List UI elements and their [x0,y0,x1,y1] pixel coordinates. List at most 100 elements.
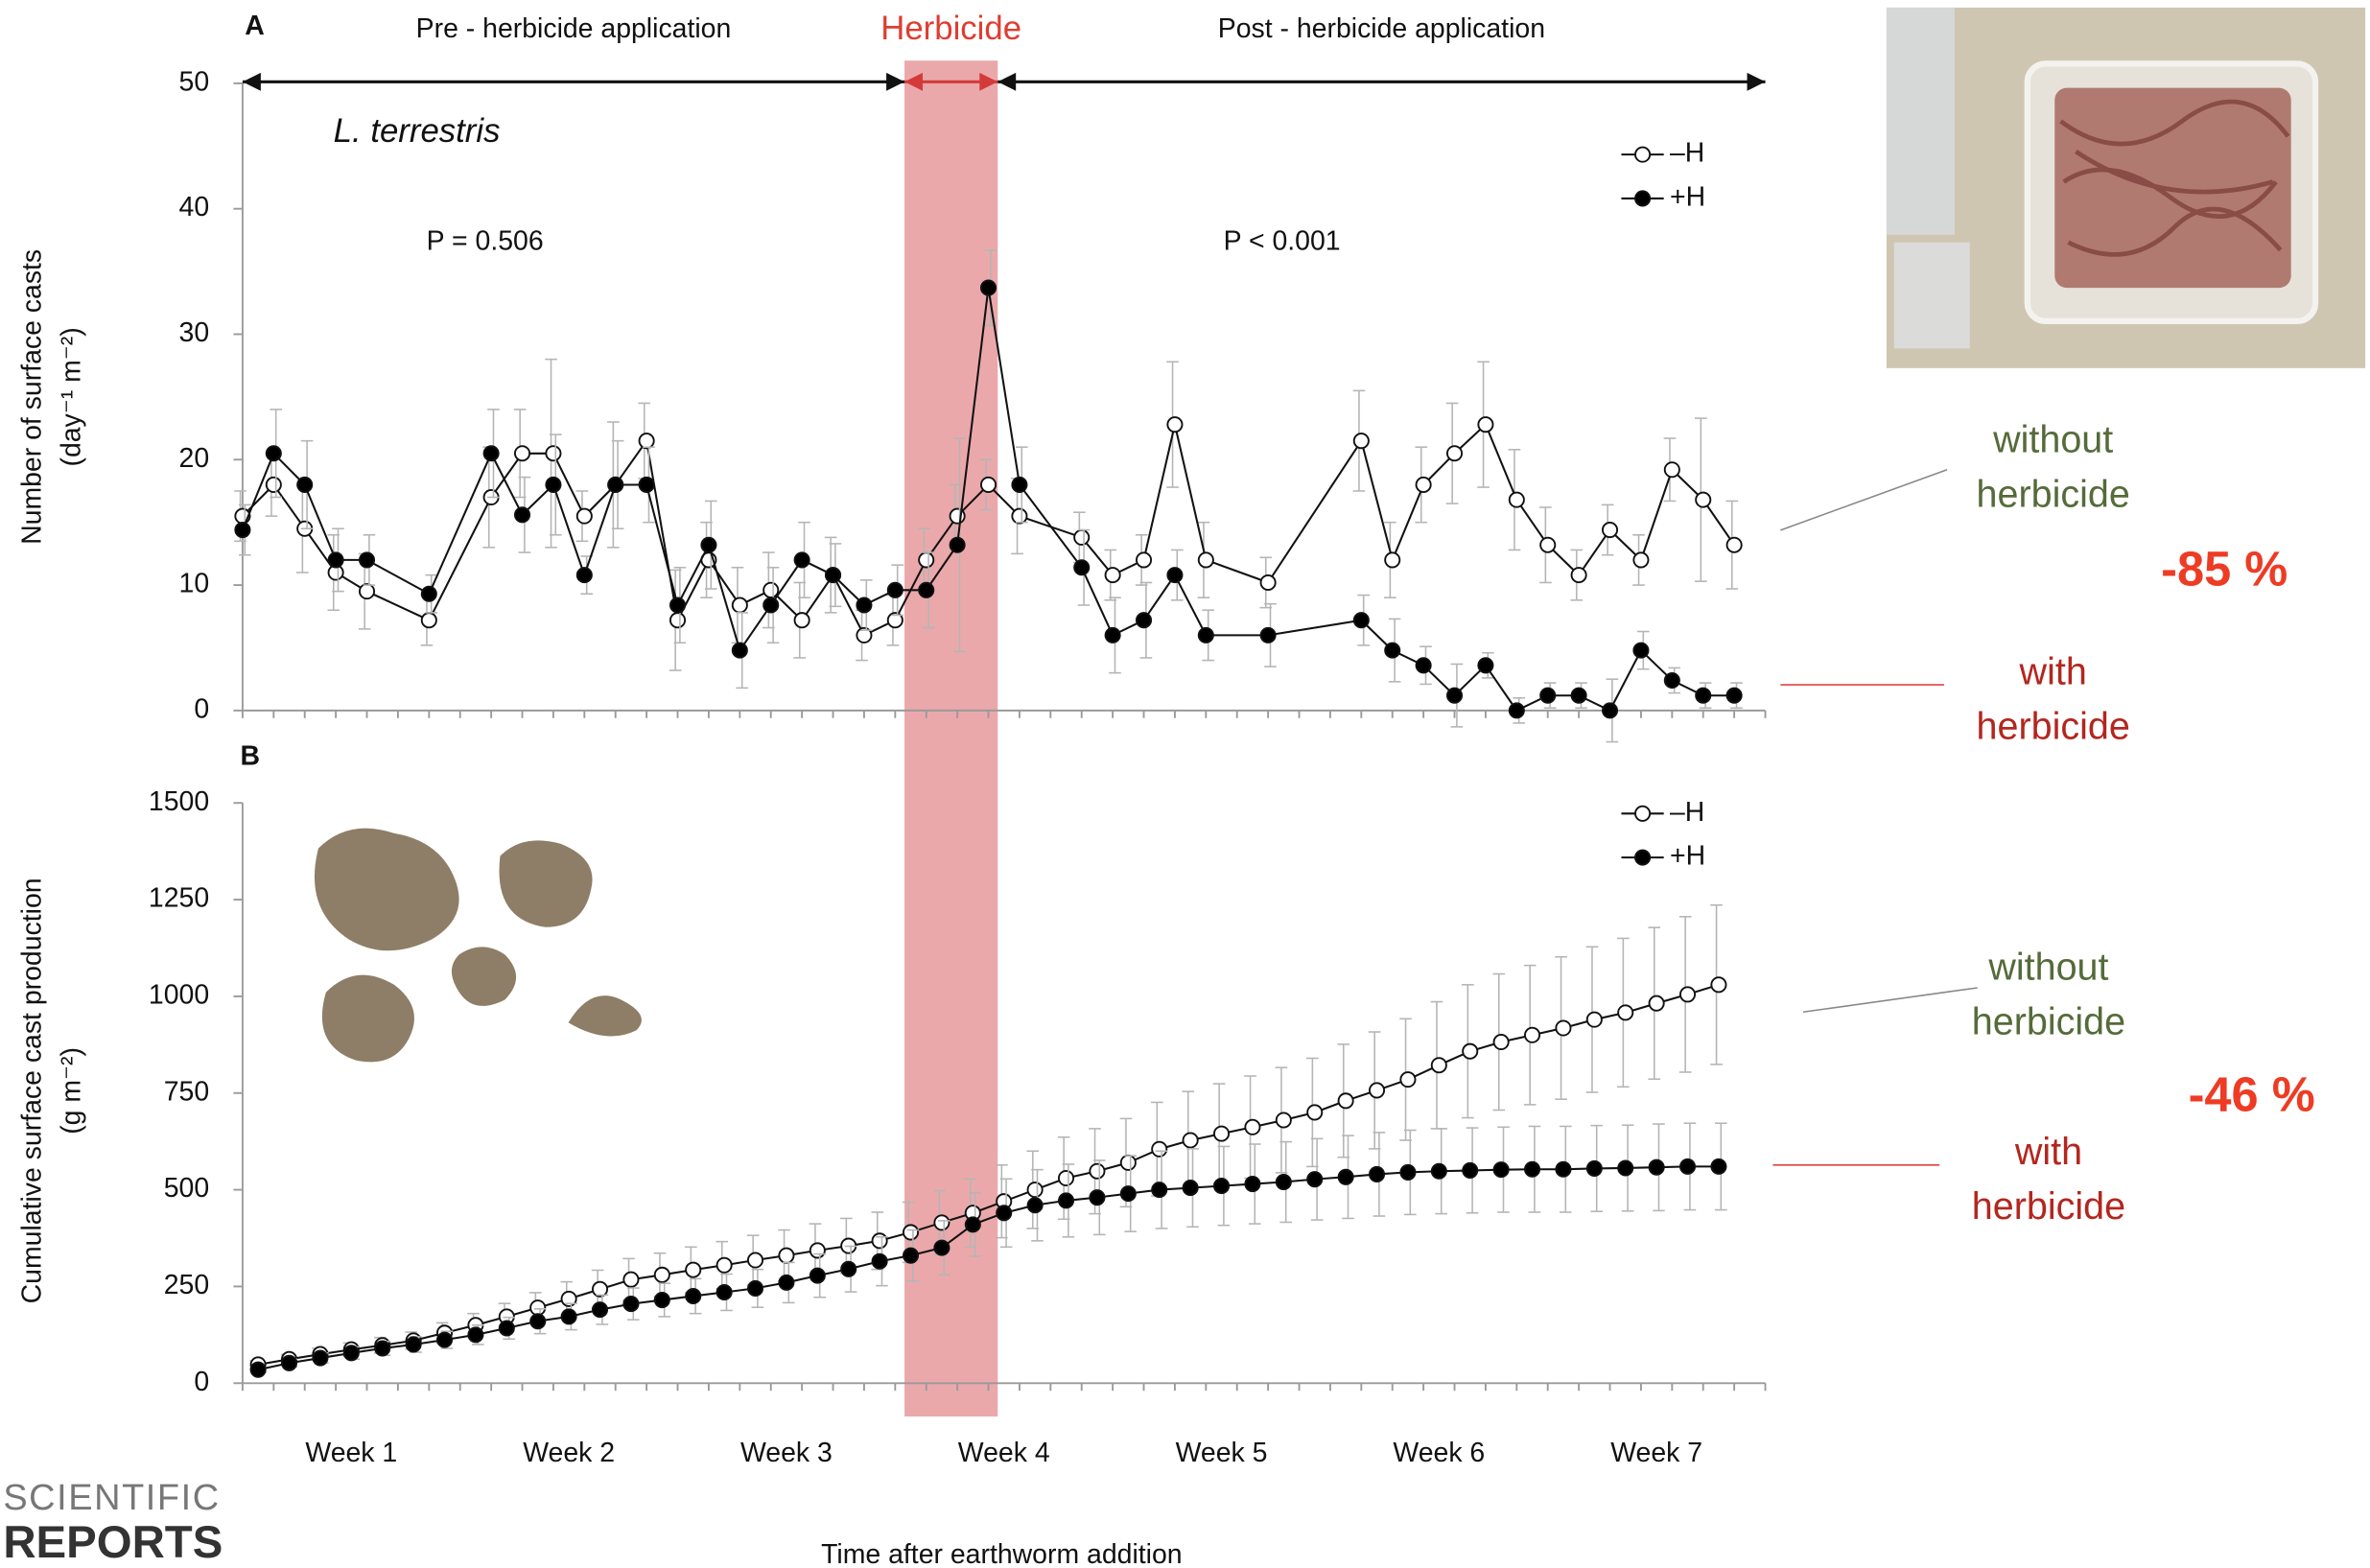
y-axis-label: (g m⁻²) [57,1047,87,1135]
data-point [1167,568,1182,582]
data-point [1400,1165,1415,1180]
y-tick-label: 0 [194,693,209,724]
data-point [1106,628,1120,643]
data-point [981,478,996,492]
data-point [1152,1182,1166,1197]
data-point [640,478,654,492]
data-point [795,552,810,567]
data-point [1572,689,1586,703]
data-point [1074,560,1089,574]
data-point [577,509,592,524]
species-label: L. terrestris [334,113,501,150]
data-point [903,1225,918,1239]
data-point [686,1263,700,1277]
data-point [608,478,622,492]
data-point [810,1269,825,1283]
data-point [546,478,560,492]
data-point [763,583,778,597]
legend-label: +H [1670,181,1705,212]
data-point [919,583,933,597]
data-point [1028,1182,1043,1197]
annotation-label: herbicide [1977,474,2130,516]
x-axis-label: Time after earthworm addition [821,1539,1182,1568]
data-point [1059,1193,1073,1207]
data-point [1587,1161,1602,1176]
x-tick-label: Week 2 [523,1438,615,1468]
data-point [297,478,312,492]
data-point [623,1273,638,1287]
data-point [1603,523,1617,537]
y-tick-label: 50 [179,66,210,97]
x-tick-label: Week 4 [958,1438,1050,1468]
data-point [500,1321,514,1335]
data-point [717,1258,732,1273]
data-point [1137,613,1151,627]
data-point [1478,417,1492,432]
data-point [779,1275,793,1290]
annotation-label: without [1987,946,2108,988]
data-point [623,1297,638,1311]
legend-label: –H [1670,138,1704,169]
data-point [1572,568,1586,582]
annotation-pointer [1803,988,1978,1012]
data-point [1277,1175,1291,1189]
period-label: Post - herbicide application [1218,13,1545,44]
data-point [468,1327,482,1342]
herbicide-label: Herbicide [880,11,1021,47]
data-point [1199,628,1213,643]
data-point [1711,977,1725,992]
data-point [1540,538,1555,552]
data-point [1059,1171,1073,1185]
data-point [1680,1159,1695,1174]
data-point [1277,1112,1291,1127]
y-tick-label: 10 [179,569,210,599]
data-point [748,1281,763,1296]
data-point [1633,644,1648,658]
data-point [1696,493,1710,507]
data-point [1012,509,1026,524]
data-point [1385,644,1399,658]
x-tick-label: Week 3 [740,1438,833,1468]
data-point [562,1309,576,1323]
data-point [733,644,747,658]
data-point [1167,417,1182,432]
data-point [1447,689,1462,703]
photo [1887,8,2365,368]
data-point [1106,568,1120,582]
data-point [1711,1159,1725,1174]
annotation-label: herbicide [1977,705,2130,747]
data-point [810,1243,825,1257]
data-point [1603,703,1617,717]
data-point [1199,552,1213,567]
data-point [1665,673,1679,688]
legend-marker [1635,191,1650,205]
data-point [530,1314,545,1328]
data-point [826,568,840,582]
data-point [1727,538,1742,552]
data-point [981,281,996,295]
data-point [1510,493,1524,507]
data-point [1447,446,1462,460]
data-point [873,1233,887,1248]
data-point [950,509,965,524]
data-point [515,446,529,460]
data-point [763,597,778,612]
annotation-label: herbicide [1972,1000,2125,1042]
data-point [779,1249,793,1263]
data-point [1339,1170,1353,1184]
legend-marker [1635,148,1650,162]
y-axis-label: Cumulative surface cast production [16,878,47,1303]
data-point [934,1215,949,1229]
data-point [251,1363,266,1377]
annotation-label: with [2014,1131,2082,1173]
p-value: P = 0.506 [427,225,544,256]
data-point [1618,1005,1632,1019]
data-point [841,1262,856,1276]
data-point [515,507,529,522]
x-tick-label: Week 7 [1610,1438,1702,1468]
legend-marker [1635,807,1650,821]
annotation-pointer [1780,470,1947,530]
y-tick-label: 1500 [149,786,209,817]
p-value: P < 0.001 [1224,225,1341,256]
data-point [593,1302,607,1317]
